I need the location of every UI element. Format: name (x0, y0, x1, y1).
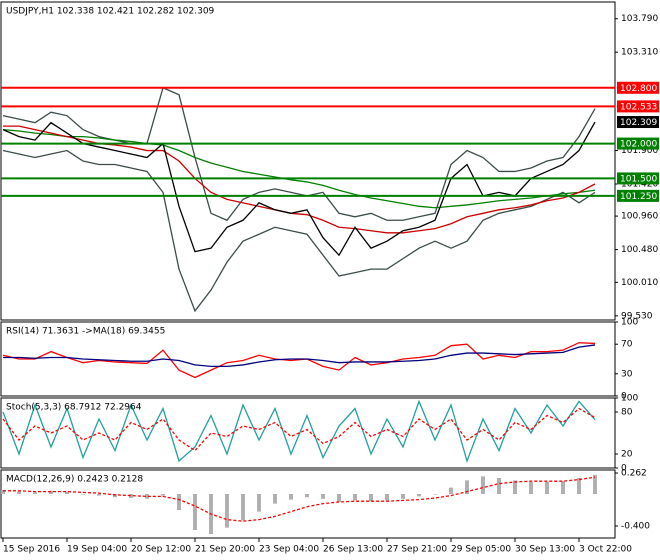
level-label-box (617, 100, 659, 113)
histogram-bar (177, 494, 181, 510)
histogram-bar (337, 494, 341, 502)
x-tick-label: 20 Sep 12:00 (131, 545, 191, 555)
y-tick-label: 101.420 (621, 180, 658, 190)
plot (2, 342, 596, 379)
series-line (2, 86, 596, 222)
y-tick-label: 30 (621, 369, 633, 379)
histogram-bar (481, 476, 485, 494)
price-label: 102.309 (620, 118, 657, 128)
indicator-title: Stoch(5,3,3) 68.7912 72.2964 (6, 403, 142, 413)
y-tick-label: 0 (621, 464, 627, 474)
histogram-bar (17, 491, 21, 494)
x-tick-label: 15 Sep 2016 (3, 545, 60, 555)
plot (2, 86, 596, 313)
series-line (2, 407, 596, 452)
histogram-bar (161, 494, 165, 496)
histogram-bar (529, 482, 533, 494)
y-tick-label: 80 (621, 408, 633, 418)
histogram-bar (593, 474, 597, 494)
y-tick-label: 100.960 (621, 212, 658, 222)
series-line (2, 342, 596, 379)
histogram-bar (513, 480, 517, 494)
histogram-bar (561, 481, 565, 494)
y-tick-label: 0 (621, 392, 627, 402)
histogram-bar (545, 482, 549, 494)
price-label-box (617, 116, 659, 129)
level-label-box (617, 81, 659, 94)
series-line (2, 121, 596, 257)
y-tick-label: 70 (621, 340, 633, 350)
histogram-bar (33, 492, 37, 494)
y-tick-label: 103.310 (621, 48, 658, 58)
y-tick-label: 101.900 (621, 146, 658, 156)
histogram-bar (305, 494, 309, 498)
histogram-bar (241, 494, 245, 521)
y-tick-label: -0.400 (621, 522, 650, 532)
plot (2, 399, 596, 464)
histogram-bar (1, 490, 5, 494)
panel (0, 469, 616, 539)
histogram-bar (449, 487, 453, 494)
y-tick-label: 99.530 (621, 311, 653, 321)
histogram-bar (81, 494, 85, 495)
histogram-bar (353, 494, 357, 501)
histogram-bar (577, 478, 581, 494)
histogram-bar (65, 491, 69, 494)
histogram-bar (257, 494, 261, 512)
level-label: 102.533 (620, 102, 657, 112)
panel (0, 1, 616, 321)
histogram-bar (497, 478, 501, 494)
panel (0, 397, 616, 469)
level-label: 101.500 (620, 174, 657, 184)
plot (1, 474, 597, 534)
indicator-title: USDJPY,H1 102.338 102.421 102.282 102.30… (6, 7, 215, 17)
level-label: 102.000 (620, 140, 657, 150)
histogram-bar (385, 494, 389, 501)
histogram-bar (433, 494, 437, 495)
level-label-box (617, 189, 659, 202)
indicator-title: MACD(12,26,9) 0.2423 0.2128 (6, 475, 143, 485)
y-tick-label: 0.262 (621, 469, 647, 479)
level-label: 101.250 (620, 192, 657, 202)
x-tick-label: 19 Sep 04:00 (67, 545, 127, 555)
y-tick-label: 100 (621, 394, 638, 404)
y-tick-label: 100.010 (621, 278, 658, 288)
histogram-bar (113, 494, 117, 498)
histogram-bar (145, 494, 149, 499)
series-line (3, 476, 596, 522)
histogram-bar (225, 494, 229, 528)
x-tick-label: 27 Sep 21:00 (387, 545, 447, 555)
histogram-bar (401, 494, 405, 499)
histogram-bar (97, 494, 101, 496)
x-tick-label: 26 Sep 13:00 (323, 545, 383, 555)
y-tick-label: 100.480 (621, 245, 658, 255)
histogram-bar (369, 494, 373, 502)
level-label-box (617, 137, 659, 150)
indicator-title: RSI(14) 71.3631 ->MA(18) 69.3455 (6, 327, 165, 337)
histogram-bar (49, 490, 53, 494)
series-line (2, 128, 596, 209)
x-tick-label: 23 Sep 04:00 (259, 545, 319, 555)
y-tick-label: 20 (621, 450, 633, 460)
level-label: 102.800 (620, 84, 657, 94)
histogram-bar (129, 494, 133, 498)
x-tick-label: 30 Sep 13:00 (515, 545, 575, 555)
level-label-box (617, 172, 659, 185)
histogram-bar (465, 480, 469, 494)
series-line (2, 399, 596, 464)
y-tick-label: 103.790 (621, 14, 658, 24)
histogram-bar (321, 494, 325, 499)
x-tick-label: 21 Sep 20:00 (195, 545, 255, 555)
y-tick-label: 100 (621, 318, 638, 328)
x-tick-label: 29 Sep 05:00 (451, 545, 511, 555)
histogram-bar (417, 494, 421, 497)
x-tick-label: 3 Oct 22:00 (579, 545, 632, 555)
histogram-bar (273, 494, 277, 504)
histogram-bar (289, 494, 293, 500)
series-line (3, 344, 596, 368)
series-line (2, 149, 596, 313)
histogram-bar (193, 494, 197, 530)
